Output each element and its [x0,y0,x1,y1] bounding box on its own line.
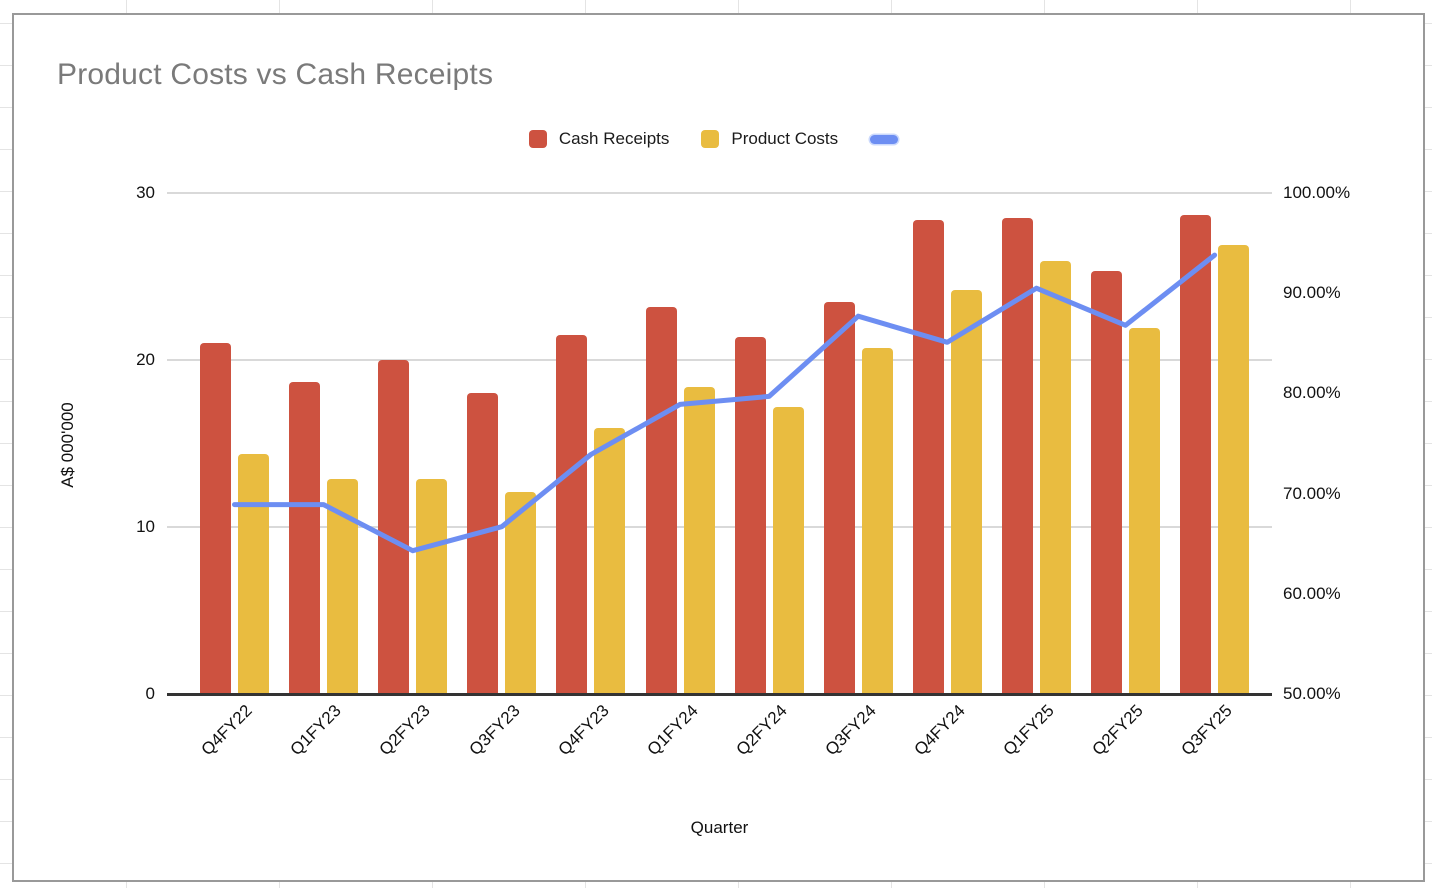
bar-cash-receipts[interactable] [1180,214,1212,694]
left-axis-tick-label: 30 [136,183,155,202]
bar-cash-receipts[interactable] [289,381,321,694]
legend-item-ratio-line [870,134,910,144]
right-axis-tick-label: 100.00% [1283,183,1351,202]
right-axis-tick-label: 80.00% [1283,383,1341,403]
right-axis-tick-label: 50.00% [1283,684,1341,703]
left-axis-tick-label: 20 [136,350,155,369]
bar-product-costs[interactable] [683,386,715,694]
chart-legend: Cash Receipts Product Costs [167,126,1272,152]
bar-cash-receipts[interactable] [1091,271,1122,694]
bar-cash-receipts[interactable] [378,360,410,694]
bar-product-costs[interactable] [238,453,269,694]
bar-cash-receipts[interactable] [1001,218,1033,694]
ratio-line-swatch-icon [870,134,899,144]
right-axis-tick-label: 70.00% [1283,483,1341,503]
left-axis-tick-label: 0 [145,684,155,703]
bar-product-costs[interactable] [772,406,804,694]
plot-gridline [167,192,1272,194]
bar-cash-receipts[interactable] [200,343,231,694]
bar-cash-receipts[interactable] [645,306,677,694]
chart-title: Product Costs vs Cash Receipts [57,58,494,91]
bar-product-costs[interactable] [327,478,359,694]
bar-cash-receipts[interactable] [556,334,588,694]
product-costs-swatch-icon [701,130,720,148]
bar-cash-receipts[interactable] [823,301,855,694]
legend-item-cash-receipts: Cash Receipts [528,129,670,149]
legend-label-cash-receipts: Cash Receipts [558,129,670,148]
y-axis-title: A$ 000'000 [58,402,77,488]
bar-product-costs[interactable] [1039,261,1071,694]
bar-cash-receipts[interactable] [467,393,499,694]
legend-item-product-costs: Product Costs [701,129,838,149]
bar-product-costs[interactable] [1129,328,1160,694]
right-axis-tick-label: 90.00% [1283,283,1341,303]
left-axis-tick-label: 10 [136,517,155,536]
bar-product-costs[interactable] [505,491,537,694]
x-axis-title: Quarter [690,818,749,837]
x-axis-line [167,693,1272,696]
cash-receipts-swatch-icon [528,130,547,148]
legend-label-product-costs: Product Costs [731,129,839,148]
bar-cash-receipts[interactable] [912,219,944,694]
bar-cash-receipts[interactable] [734,336,766,694]
bar-product-costs[interactable] [861,348,893,694]
right-axis-tick-label: 60.00% [1283,583,1341,603]
bar-product-costs[interactable] [950,289,982,694]
bar-product-costs[interactable] [594,428,626,694]
bar-product-costs[interactable] [1218,244,1250,694]
bar-product-costs[interactable] [416,478,448,694]
